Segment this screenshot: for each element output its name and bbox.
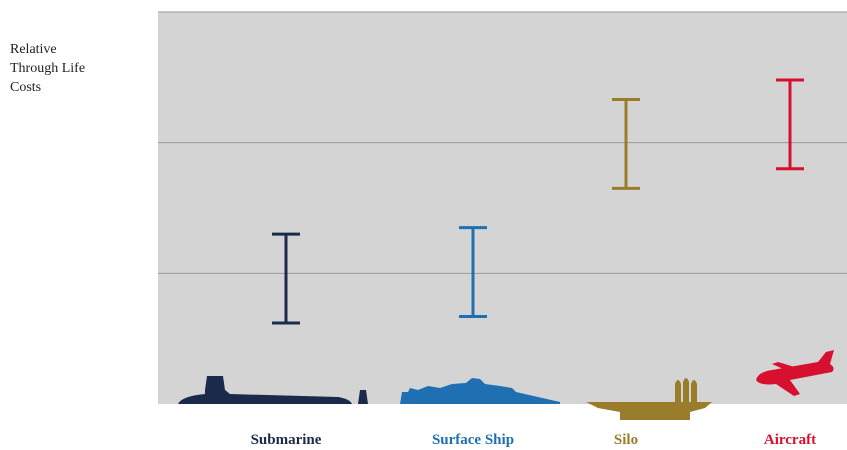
category-label-surface-ship: Surface Ship xyxy=(432,432,514,448)
range-bar-silo xyxy=(612,98,640,190)
category-labels: Submarine Surface Ship Silo Aircraft xyxy=(251,432,817,448)
category-label-submarine: Submarine xyxy=(251,432,322,448)
surface-ship-icon xyxy=(400,378,560,404)
silo-icon xyxy=(586,378,712,420)
vehicle-icons xyxy=(178,350,834,420)
gridlines xyxy=(158,11,847,274)
y-axis-label: Relative Through Life Costs xyxy=(10,40,130,97)
range-bar-aircraft xyxy=(776,78,804,171)
category-label-aircraft: Aircraft xyxy=(764,432,816,448)
plot-area xyxy=(158,12,847,404)
range-bar-surface-ship xyxy=(459,226,487,318)
y-axis-label-line-2: Through Life xyxy=(10,61,86,76)
y-axis-label-line-1: Relative xyxy=(10,42,57,57)
range-bar-submarine xyxy=(272,232,300,325)
range-marks xyxy=(272,78,804,325)
y-axis-label-line-3: Costs xyxy=(10,80,42,95)
category-label-silo: Silo xyxy=(614,432,638,448)
aircraft-icon xyxy=(756,350,834,396)
submarine-icon xyxy=(178,376,368,404)
